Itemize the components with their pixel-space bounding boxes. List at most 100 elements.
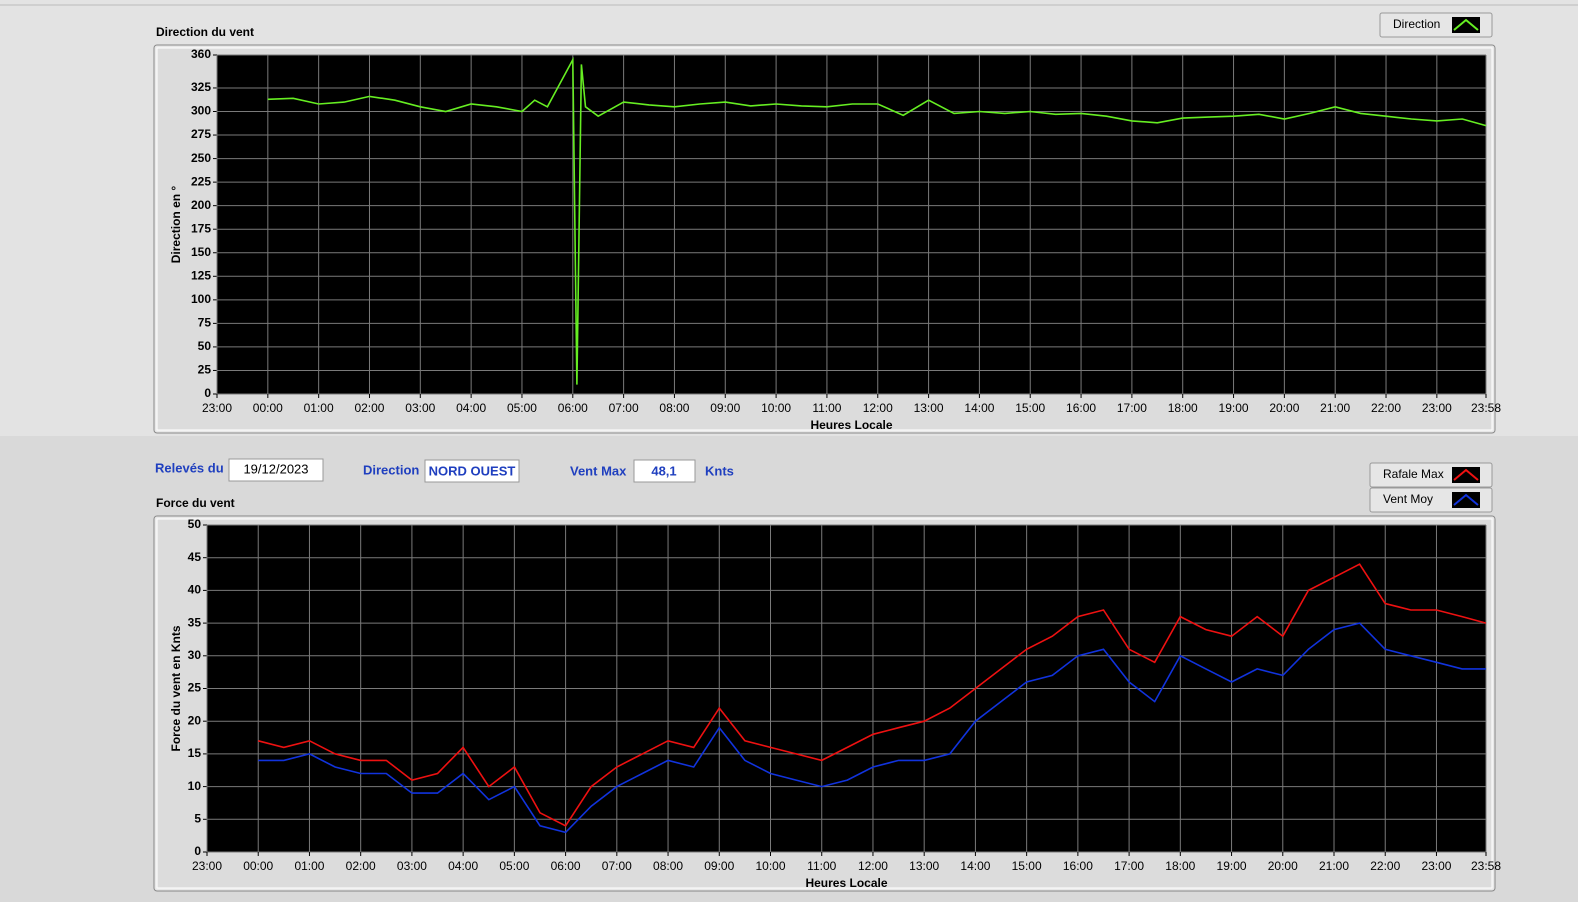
- chart-title: Direction du vent: [156, 25, 254, 39]
- y-tick-label: 125: [191, 268, 211, 282]
- x-tick-label: 10:00: [755, 859, 785, 873]
- x-tick-label: 00:00: [253, 401, 283, 415]
- x-tick-label: 13:00: [909, 859, 939, 873]
- y-tick-label: 250: [191, 151, 211, 165]
- x-tick-label: 21:00: [1320, 401, 1350, 415]
- x-tick-label: 14:00: [960, 859, 990, 873]
- x-tick-label: 00:00: [243, 859, 273, 873]
- y-tick-label: 200: [191, 198, 211, 212]
- x-tick-label: 20:00: [1269, 401, 1299, 415]
- chart-title: Force du vent: [156, 496, 235, 510]
- x-tick-label: 23:58: [1471, 401, 1501, 415]
- legend-swatch-bg: [1452, 17, 1480, 33]
- y-tick-label: 35: [188, 615, 202, 629]
- x-tick-label: 11:00: [807, 859, 836, 873]
- x-tick-label: 14:00: [964, 401, 994, 415]
- y-tick-label: 25: [188, 681, 202, 695]
- x-tick-label: 07:00: [609, 401, 639, 415]
- date-field[interactable]: [228, 458, 324, 482]
- x-tick-label: 09:00: [710, 401, 740, 415]
- series-line: [267, 56, 1487, 385]
- y-tick-label: 275: [191, 127, 211, 141]
- y-tick-label: 50: [198, 339, 212, 353]
- y-tick-label: 10: [188, 779, 202, 793]
- y-tick-label: 225: [191, 174, 211, 188]
- max-field[interactable]: [633, 459, 696, 483]
- y-tick-label: 0: [194, 844, 201, 858]
- x-tick-label: 02:00: [346, 859, 376, 873]
- series-line: [258, 563, 1487, 827]
- x-tick-label: 01:00: [304, 401, 334, 415]
- x-tick-label: 17:00: [1114, 859, 1144, 873]
- date-label: Relevés du: [155, 460, 224, 475]
- x-tick-label: 03:00: [397, 859, 427, 873]
- max-unit: Knts: [705, 463, 734, 478]
- y-tick-label: 360: [191, 47, 211, 61]
- x-tick-label: 03:00: [405, 401, 435, 415]
- y-tick-label: 30: [188, 648, 202, 662]
- x-tick-label: 15:00: [1015, 401, 1045, 415]
- x-tick-label: 02:00: [354, 401, 384, 415]
- legend-swatch-bg: [1452, 467, 1480, 483]
- legend-label: Direction: [1393, 17, 1440, 31]
- x-tick-label: 23:00: [1421, 859, 1451, 873]
- x-tick-label: 13:00: [914, 401, 944, 415]
- x-tick-label: 22:00: [1370, 859, 1400, 873]
- y-tick-label: 175: [191, 221, 211, 235]
- x-tick-label: 08:00: [653, 859, 683, 873]
- x-tick-label: 23:00: [202, 401, 232, 415]
- y-axis-label: Direction en °: [169, 186, 183, 264]
- x-tick-label: 05:00: [499, 859, 529, 873]
- x-tick-label: 10:00: [761, 401, 791, 415]
- legend-swatch-bg: [1452, 492, 1480, 508]
- x-tick-label: 19:00: [1217, 859, 1247, 873]
- max-label: Vent Max: [570, 463, 627, 478]
- x-tick-label: 17:00: [1117, 401, 1147, 415]
- x-tick-label: 15:00: [1012, 859, 1042, 873]
- x-tick-label: 06:00: [558, 401, 588, 415]
- plot-area: [217, 55, 1486, 394]
- y-tick-label: 75: [198, 316, 212, 330]
- x-tick-label: 04:00: [456, 401, 486, 415]
- x-tick-label: 09:00: [704, 859, 734, 873]
- x-tick-label: 16:00: [1066, 401, 1096, 415]
- direction-value: NORD OUEST: [429, 463, 516, 478]
- y-tick-label: 20: [188, 713, 202, 727]
- series-line: [258, 622, 1486, 834]
- x-tick-label: 11:00: [812, 401, 841, 415]
- x-tick-label: 05:00: [507, 401, 537, 415]
- y-tick-label: 0: [204, 386, 211, 400]
- direction-field[interactable]: [424, 459, 520, 483]
- legend-swatch: [1453, 468, 1479, 481]
- y-tick-label: 300: [191, 104, 211, 118]
- x-tick-label: 08:00: [659, 401, 689, 415]
- y-tick-label: 15: [188, 746, 202, 760]
- legend-label: Rafale Max: [1383, 467, 1444, 481]
- date-value: 19/12/2023: [243, 461, 308, 476]
- x-tick-label: 04:00: [448, 859, 478, 873]
- x-tick-label: 16:00: [1063, 859, 1093, 873]
- x-tick-label: 07:00: [602, 859, 632, 873]
- x-tick-label: 01:00: [294, 859, 324, 873]
- y-tick-label: 25: [198, 363, 212, 377]
- y-axis-label: Force du vent en Knts: [169, 625, 183, 751]
- x-tick-label: 19:00: [1219, 401, 1249, 415]
- x-axis-label: Heures Locale: [810, 418, 892, 432]
- x-tick-label: 23:00: [1422, 401, 1452, 415]
- direction-label: Direction: [363, 462, 419, 477]
- x-tick-label: 12:00: [858, 859, 888, 873]
- x-tick-label: 18:00: [1168, 401, 1198, 415]
- y-tick-label: 325: [191, 80, 211, 94]
- x-tick-label: 23:58: [1471, 859, 1501, 873]
- x-tick-label: 22:00: [1371, 401, 1401, 415]
- y-tick-label: 5: [194, 811, 201, 825]
- x-tick-label: 21:00: [1319, 859, 1349, 873]
- x-axis-label: Heures Locale: [805, 876, 887, 890]
- x-tick-label: 12:00: [863, 401, 893, 415]
- x-tick-label: 18:00: [1165, 859, 1195, 873]
- legend-label: Vent Moy: [1383, 492, 1433, 506]
- x-tick-label: 23:00: [192, 859, 222, 873]
- y-tick-label: 150: [191, 245, 211, 259]
